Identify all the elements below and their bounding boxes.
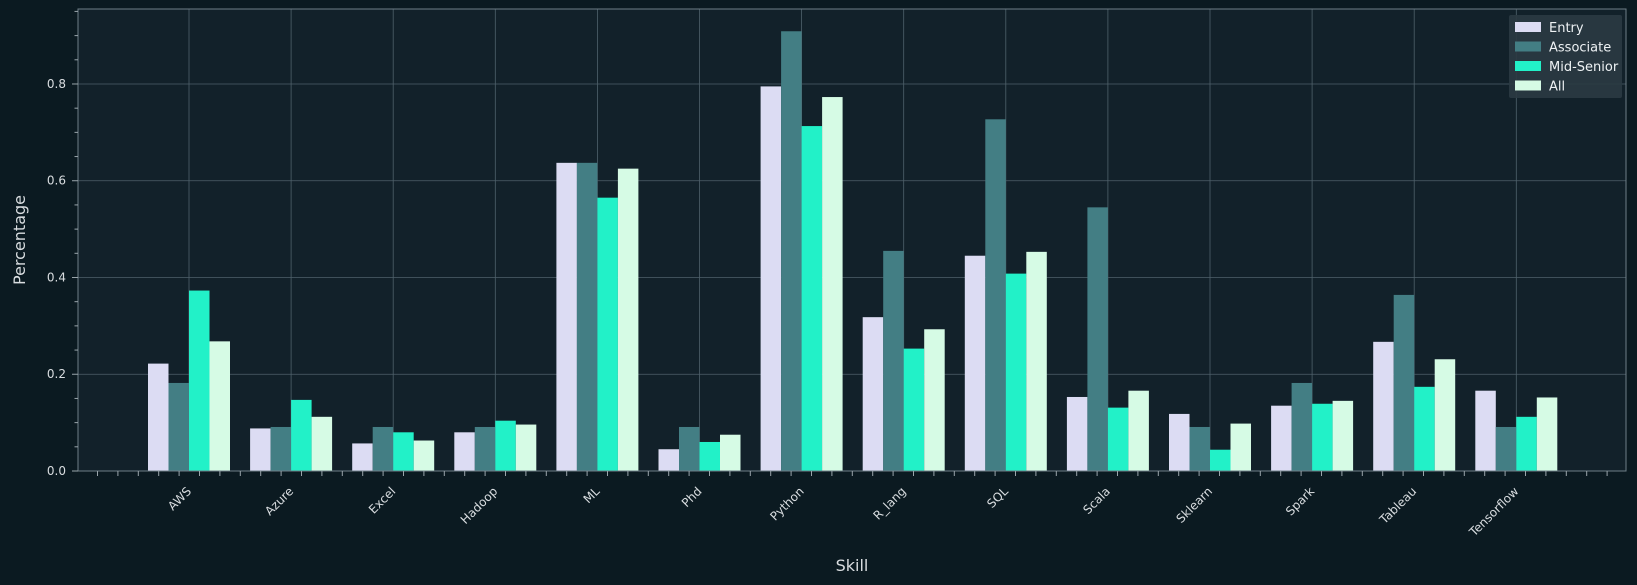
y-axis: 0.0 0.2 0.4 0.6 0.8 <box>47 10 78 478</box>
legend-label: All <box>1549 80 1565 95</box>
bar-associate-tableau <box>1393 294 1415 471</box>
bar-entry-azure <box>250 428 271 471</box>
x-tick-label: Phd <box>679 484 705 510</box>
bar-associate-aws <box>168 382 189 471</box>
y-tick-label: 0.6 <box>47 174 66 188</box>
x-tick-label: Tableau <box>1376 484 1419 527</box>
x-tick-label: Scala <box>1080 484 1113 517</box>
bar-associate-sklearn <box>1189 426 1210 471</box>
x-tick-label: Spark <box>1283 484 1317 518</box>
bar-entry-tableau <box>1373 341 1394 471</box>
bar-entry-hadoop <box>454 432 475 471</box>
bar-mid-senior-python <box>801 126 823 471</box>
x-tick-label: Tensorflow <box>1466 484 1522 540</box>
bar-mid-senior-ml <box>597 197 618 471</box>
x-axis: AWS Azure Excel Hadoop ML Phd Python R_lang SQL S… <box>97 471 1608 540</box>
x-tick-label: SQL <box>984 484 1011 511</box>
legend-label: Entry <box>1549 21 1584 36</box>
legend-swatch <box>1515 61 1541 71</box>
legend-label: Associate <box>1549 41 1611 56</box>
x-tick-label: ML <box>581 484 603 506</box>
bar-mid-senior-tensorflow <box>1516 416 1537 471</box>
bar-associate-python <box>781 31 802 471</box>
bar-entry-spark <box>1271 405 1292 471</box>
x-tick-label: AWS <box>165 484 194 513</box>
y-axis-title: Percentage <box>10 195 29 285</box>
bar-entry-python <box>760 86 782 472</box>
bar-associate-phd <box>679 426 700 471</box>
x-tick-label: Sklearn <box>1173 484 1215 526</box>
bar-associate-azure <box>270 426 292 471</box>
bar-associate-scala <box>1087 207 1108 471</box>
legend-box <box>1509 15 1622 98</box>
bar-all-excel <box>413 440 435 471</box>
bar-associate-hadoop <box>474 426 496 471</box>
bar-entry-phd <box>658 449 679 471</box>
bar-associate-r_lang <box>883 250 904 471</box>
bar-entry-ml <box>556 162 577 471</box>
legend-swatch <box>1515 41 1541 52</box>
x-axis-title: Skill <box>836 556 869 575</box>
bar-associate-excel <box>372 426 394 471</box>
bar-all-r_lang <box>924 329 945 471</box>
bar-entry-excel <box>352 443 373 471</box>
y-tick-label: 0.0 <box>47 464 66 478</box>
y-tick-label: 0.2 <box>47 367 66 381</box>
bar-all-tableau <box>1434 359 1456 471</box>
bar-associate-sql <box>985 119 1006 472</box>
bar-all-ml <box>617 168 639 471</box>
plot-background <box>78 9 1626 471</box>
bar-all-phd <box>720 434 741 471</box>
bar-all-python <box>822 97 843 471</box>
x-tick-label: R_lang <box>870 484 908 522</box>
bar-associate-tensorflow <box>1495 426 1517 471</box>
legend-swatch <box>1515 22 1541 32</box>
legend-swatch <box>1515 80 1541 91</box>
x-tick-label: Azure <box>262 484 296 518</box>
bar-mid-senior-aws <box>189 290 210 471</box>
bar-all-sql <box>1026 251 1047 471</box>
bar-mid-senior-excel <box>393 432 414 471</box>
bar-all-hadoop <box>515 424 537 471</box>
bar-associate-spark <box>1291 382 1313 471</box>
x-tick-label: Hadoop <box>458 484 501 527</box>
bar-entry-aws <box>148 363 169 471</box>
bar-mid-senior-tableau <box>1414 386 1435 471</box>
bar-entry-r_lang <box>862 317 884 471</box>
bar-mid-senior-hadoop <box>495 420 516 471</box>
bar-all-aws <box>209 341 230 471</box>
y-tick-label: 0.4 <box>47 270 66 284</box>
bar-all-spark <box>1332 400 1354 471</box>
bar-mid-senior-phd <box>699 441 720 471</box>
bar-entry-tensorflow <box>1475 390 1496 471</box>
bar-entry-sql <box>964 255 986 471</box>
bar-all-scala <box>1128 390 1149 471</box>
bars-layer <box>148 31 1558 472</box>
bar-all-azure <box>311 416 333 471</box>
x-tick-label: Python <box>767 484 806 523</box>
legend: Entry Associate Mid-Senior All <box>1509 15 1622 98</box>
y-tick-label: 0.8 <box>47 77 66 91</box>
bar-associate-ml <box>576 162 598 471</box>
legend-label: Mid-Senior <box>1549 60 1619 75</box>
bar-all-tensorflow <box>1536 397 1558 471</box>
bar-entry-scala <box>1066 396 1088 471</box>
x-tick-label: Excel <box>366 484 398 516</box>
bar-mid-senior-azure <box>291 399 312 471</box>
bar-mid-senior-spark <box>1312 403 1333 471</box>
bar-mid-senior-scala <box>1107 407 1129 471</box>
bar-all-sklearn <box>1230 423 1251 471</box>
bar-mid-senior-sql <box>1005 273 1027 471</box>
bar-mid-senior-sklearn <box>1210 449 1231 471</box>
bar-mid-senior-r_lang <box>903 348 925 471</box>
bar-entry-sklearn <box>1169 413 1190 471</box>
